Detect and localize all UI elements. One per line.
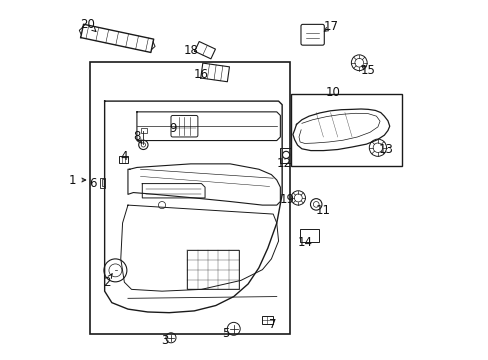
Text: 6: 6 <box>89 177 97 190</box>
Text: 18: 18 <box>183 44 198 57</box>
Bar <box>102 179 105 186</box>
Text: 9: 9 <box>169 122 177 135</box>
Bar <box>140 128 147 133</box>
Bar <box>261 316 273 324</box>
Bar <box>280 148 290 163</box>
Text: 5: 5 <box>222 327 229 340</box>
Bar <box>119 156 128 163</box>
Text: 13: 13 <box>378 143 393 156</box>
Text: 15: 15 <box>360 64 375 77</box>
Text: 8: 8 <box>133 130 141 144</box>
Bar <box>89 62 290 334</box>
Bar <box>187 250 239 289</box>
Text: 11: 11 <box>315 204 329 217</box>
Text: 17: 17 <box>323 20 338 33</box>
Text: 10: 10 <box>325 86 340 99</box>
Text: 2: 2 <box>102 276 110 289</box>
Bar <box>100 178 105 188</box>
Text: 12: 12 <box>277 157 291 170</box>
Text: 14: 14 <box>297 236 312 249</box>
Bar <box>299 229 319 242</box>
Text: 19: 19 <box>279 193 294 206</box>
Text: 3: 3 <box>161 334 168 347</box>
Text: 7: 7 <box>268 318 276 331</box>
Bar <box>290 94 402 166</box>
Text: 16: 16 <box>193 68 208 81</box>
Text: 20: 20 <box>80 18 95 31</box>
Text: 1: 1 <box>68 174 76 186</box>
Text: 4: 4 <box>120 150 127 163</box>
